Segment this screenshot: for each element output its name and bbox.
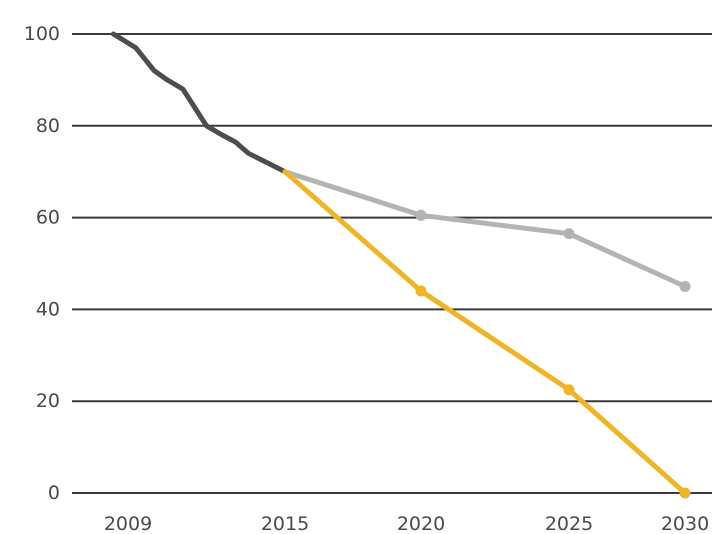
series-line-3 bbox=[282, 169, 688, 496]
series-line-2 bbox=[282, 169, 688, 289]
x-tick-label-2025: 2025 bbox=[545, 513, 593, 534]
x-tick-label-2020: 2020 bbox=[397, 513, 445, 534]
y-tick-label-60: 60 bbox=[36, 207, 60, 229]
y-tick-label-0: 0 bbox=[48, 482, 60, 504]
x-tick-label-2030: 2030 bbox=[661, 513, 709, 534]
series-line-1 bbox=[110, 31, 288, 175]
y-tick-label-80: 80 bbox=[36, 115, 60, 137]
series-2-point-2025 bbox=[563, 228, 575, 240]
y-tick-label-20: 20 bbox=[36, 390, 60, 412]
series-2-point-2020 bbox=[415, 209, 427, 221]
y-tick-labels: 0 20 40 60 80 100 bbox=[24, 23, 60, 504]
series-3-point-2025 bbox=[563, 384, 575, 396]
x-tick-labels: 2009 2015 2020 2025 2030 bbox=[104, 513, 709, 534]
series-3-point-2020 bbox=[415, 285, 427, 297]
series-lines bbox=[110, 31, 688, 496]
x-tick-label-2009: 2009 bbox=[104, 513, 152, 534]
x-tick-label-2015: 2015 bbox=[261, 513, 309, 534]
grid-lines bbox=[72, 33, 712, 494]
y-tick-label-100: 100 bbox=[24, 23, 60, 45]
series-2-point-2030 bbox=[679, 280, 691, 292]
series-3-point-2030 bbox=[679, 487, 691, 499]
y-tick-label-40: 40 bbox=[36, 298, 60, 320]
series-markers bbox=[415, 209, 691, 499]
